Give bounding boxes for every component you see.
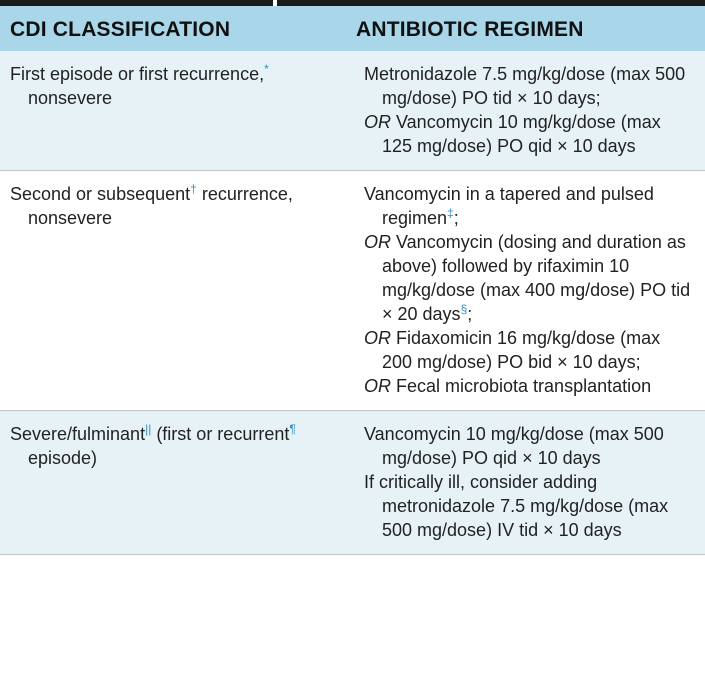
header-row: CDI CLASSIFICATION ANTIBIOTIC REGIMEN: [0, 6, 705, 51]
cdi-treatment-table: CDI CLASSIFICATION ANTIBIOTIC REGIMEN Fi…: [0, 6, 705, 555]
footnote-mark: ||: [145, 422, 152, 436]
classification-cell: Severe/fulminant|| (first or recurrent¶ …: [0, 410, 338, 555]
classification-cell: First episode or first recurrence,* nons…: [0, 51, 338, 171]
regimen-cell: Vancomycin 10 mg/kg/dose (max 500 mg/dos…: [338, 410, 705, 555]
classification-text: Severe/fulminant|| (first or recurrent¶ …: [10, 422, 296, 468]
regimen-line: OR Vancomycin (dosing and duration as ab…: [364, 232, 691, 324]
regimen-cell: Vancomycin in a tapered and pulsed regim…: [338, 170, 705, 411]
regimen-line: Vancomycin 10 mg/kg/dose (max 500 mg/dos…: [364, 424, 664, 468]
regimen-line: If critically ill, consider adding metro…: [364, 472, 669, 540]
classification-text: Second or subsequent† recurrence, nonsev…: [10, 182, 293, 228]
regimen-line: OR Fidaxomicin 16 mg/kg/dose (max 200 mg…: [364, 328, 661, 372]
table-row: Second or subsequent† recurrence, nonsev…: [0, 170, 705, 411]
top-bar-divider: [273, 0, 277, 6]
footnote-mark: §: [460, 302, 468, 316]
footnote-mark: *: [264, 62, 269, 76]
footnote-mark: ‡: [447, 206, 454, 220]
footnote-mark: †: [190, 182, 197, 196]
top-bar: [0, 0, 705, 6]
table-row: First episode or first recurrence,* nons…: [0, 51, 705, 171]
table-row: Severe/fulminant|| (first or recurrent¶ …: [0, 410, 705, 555]
classification-cell: Second or subsequent† recurrence, nonsev…: [0, 170, 338, 411]
regimen-line: Metronidazole 7.5 mg/kg/dose (max 500 mg…: [364, 64, 686, 108]
regimen-line: Vancomycin in a tapered and pulsed regim…: [364, 184, 654, 228]
regimen-line: OR Vancomycin 10 mg/kg/dose (max 125 mg/…: [364, 112, 661, 156]
header-regimen: ANTIBIOTIC REGIMEN: [338, 6, 705, 51]
header-classification: CDI CLASSIFICATION: [0, 6, 338, 51]
footnote-mark: ¶: [289, 422, 296, 436]
regimen-line: OR Fecal microbiota transplantation: [364, 376, 652, 396]
regimen-cell: Metronidazole 7.5 mg/kg/dose (max 500 mg…: [338, 51, 705, 171]
classification-text: First episode or first recurrence,* nons…: [10, 62, 269, 108]
